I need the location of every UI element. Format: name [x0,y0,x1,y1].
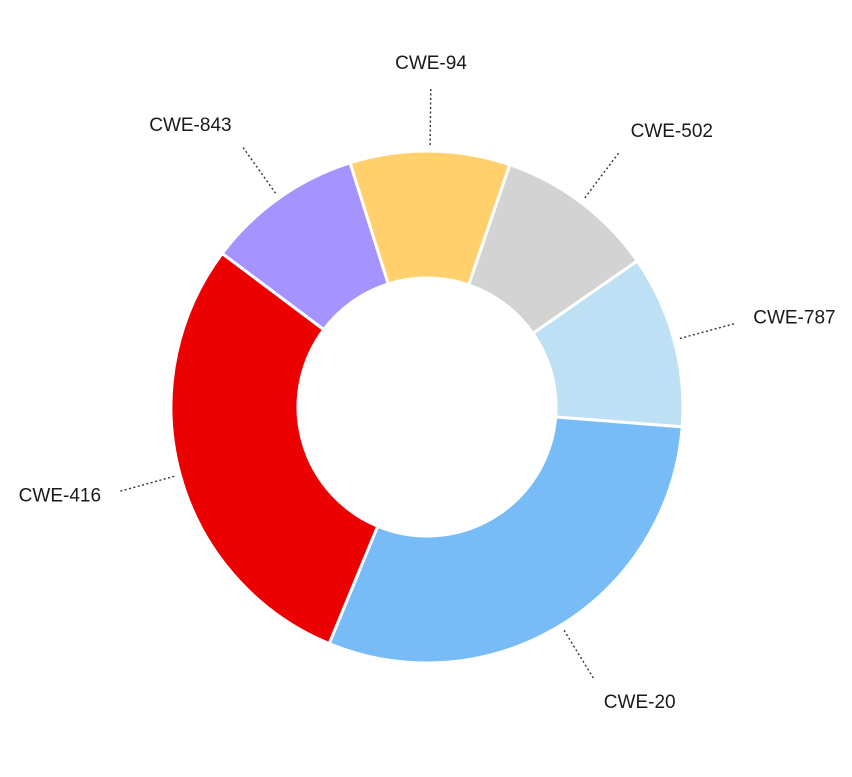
leader-line-cwe-20 [563,629,595,681]
slice-cwe-416[interactable] [169,251,380,646]
slice-label-cwe-94: CWE-94 [395,53,467,74]
slice-label-cwe-416: CWE-416 [19,485,101,506]
leader-line-cwe-416 [118,475,175,493]
labels-layer: CWE-94 CWE-502 CWE-787 CWE-20 CWE-416 CWE-843 [19,53,836,713]
leader-line-cwe-502 [584,151,621,199]
slice-label-cwe-502: CWE-502 [631,121,713,142]
leader-line-cwe-94 [429,87,432,146]
leader-line-cwe-787 [679,322,737,340]
slices-layer [169,149,685,665]
leader-lines-layer [118,87,737,681]
slice-label-cwe-787: CWE-787 [753,308,835,329]
slice-cwe-843[interactable] [220,160,391,332]
slice-label-cwe-843: CWE-843 [149,115,231,136]
slice-label-cwe-20: CWE-20 [604,692,676,713]
leader-line-cwe-843 [241,145,277,194]
slice-cwe-20[interactable] [327,415,684,665]
